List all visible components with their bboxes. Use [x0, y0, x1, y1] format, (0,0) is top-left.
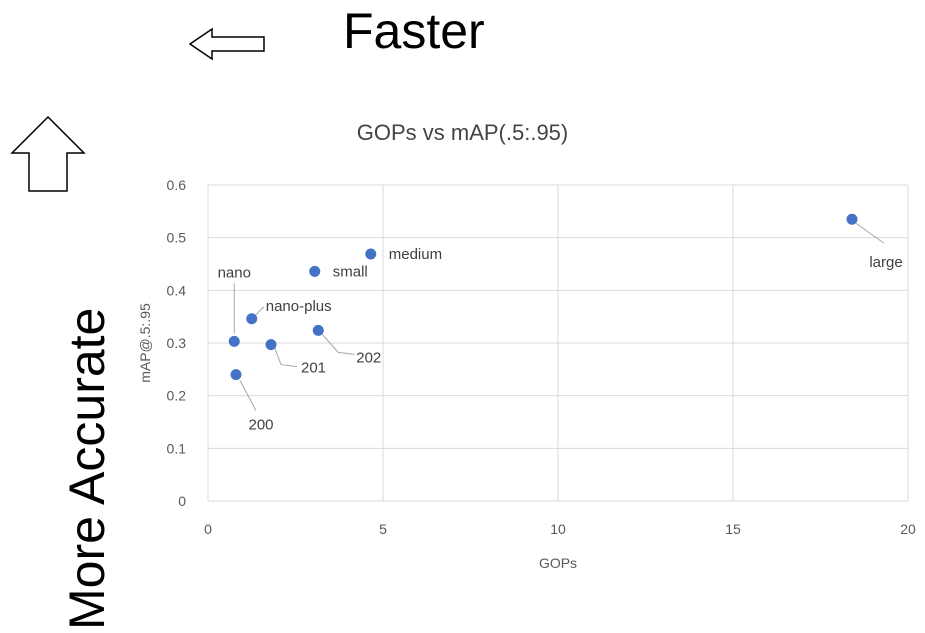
label-leader-line [274, 348, 298, 368]
faster-label: Faster [343, 3, 485, 59]
data-point [846, 213, 858, 225]
more-accurate-label: More Accurate [59, 307, 115, 630]
y-axis-label: mAP@.5:.95 [137, 303, 153, 383]
data-point [230, 369, 242, 381]
y-tick-label: 0.4 [167, 282, 187, 298]
data-point [309, 265, 321, 277]
y-tick-label: 0.6 [167, 177, 187, 193]
y-tick-label: 0.5 [167, 230, 187, 246]
data-point [246, 313, 258, 325]
y-tick-label: 0.3 [167, 335, 187, 351]
chart-title: GOPs vs mAP(.5:.95) [356, 120, 569, 145]
up-arrow-icon [10, 115, 86, 192]
data-point-label: small [333, 263, 368, 280]
data-point-label: medium [389, 246, 442, 263]
y-tick-label: 0.2 [167, 388, 187, 404]
x-tick-label: 10 [550, 521, 566, 537]
data-point [365, 248, 377, 260]
scatter-chart: 0 0.1 0.2 0.3 0.4 0.5 0.6 0 5 10 15 20 GOPs mAP@.5:.9… [137, 177, 916, 571]
data-point-label: nano-plus [266, 298, 332, 315]
y-tick-label: 0 [178, 493, 186, 509]
left-arrow-icon [188, 27, 265, 61]
y-tick-label: 0.1 [167, 440, 187, 456]
label-leader-line [855, 222, 885, 244]
data-point-label: large [869, 254, 902, 271]
label-leader-line [239, 380, 257, 411]
x-tick-label: 20 [900, 521, 916, 537]
data-point [265, 339, 277, 351]
data-point [312, 324, 324, 336]
data-point-label: 202 [356, 349, 381, 366]
data-point-label: 200 [248, 417, 273, 434]
data-point-label: 201 [301, 360, 326, 377]
label-leader-line [321, 334, 355, 355]
data-point-label: nano [218, 264, 251, 281]
x-axis-label: GOPs [539, 555, 577, 571]
x-tick-label: 0 [204, 521, 212, 537]
label-leader-line [255, 306, 265, 316]
data-point [228, 335, 240, 347]
x-tick-label: 15 [725, 521, 741, 537]
x-tick-label: 5 [379, 521, 387, 537]
